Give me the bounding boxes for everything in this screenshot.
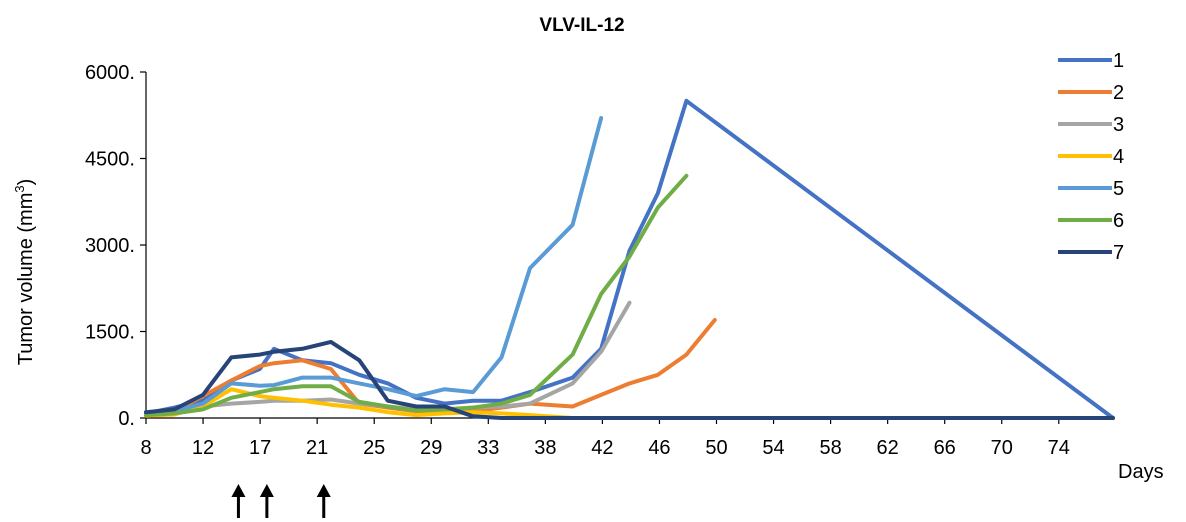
legend-label-1: 1 bbox=[1113, 50, 1124, 72]
y-axis-label: Tumor volume (mm3) bbox=[12, 179, 37, 366]
x-tick-label: 50 bbox=[705, 437, 727, 459]
chart-title: VLV-IL-12 bbox=[539, 15, 624, 36]
treatment-arrow bbox=[316, 484, 331, 518]
legend-label-2: 2 bbox=[1113, 82, 1124, 104]
series-line-4 bbox=[144, 387, 1115, 420]
series-line-6 bbox=[144, 173, 689, 418]
x-tick-label: 54 bbox=[762, 437, 784, 459]
x-tick-label: 29 bbox=[420, 437, 442, 459]
x-tick-label: 62 bbox=[877, 437, 899, 459]
treatment-arrow bbox=[231, 484, 246, 518]
x-tick-label: 66 bbox=[934, 437, 956, 459]
x-tick-label: 42 bbox=[591, 437, 613, 459]
y-tick-label: 1500. bbox=[85, 322, 135, 344]
x-tick-label: 12 bbox=[192, 437, 214, 459]
legend-label-6: 6 bbox=[1113, 210, 1124, 232]
x-tick-label: 58 bbox=[819, 437, 841, 459]
x-tick-label: 21 bbox=[306, 437, 328, 459]
axes bbox=[140, 71, 1113, 424]
legend-label-5: 5 bbox=[1113, 178, 1124, 200]
x-tick-labels: 8 12 17 21 25 29 33 38 42 46 50 54 58 62 66 70 74 bbox=[140, 437, 1069, 459]
x-tick-label: 74 bbox=[1048, 437, 1070, 459]
x-axis-label: Days bbox=[1118, 461, 1164, 483]
y-tick-labels: 0. 1500. 3000. 4500. 6000. bbox=[85, 62, 135, 430]
series-line-7 bbox=[144, 339, 1115, 420]
legend-label-4: 4 bbox=[1113, 146, 1124, 168]
x-tick-label: 33 bbox=[477, 437, 499, 459]
y-tick-label: 3000. bbox=[85, 235, 135, 257]
legend-label-3: 3 bbox=[1113, 114, 1124, 136]
x-tick-label: 25 bbox=[363, 437, 385, 459]
treatment-arrows bbox=[231, 484, 331, 518]
treatment-arrow bbox=[259, 484, 274, 518]
x-tick-label: 70 bbox=[991, 437, 1013, 459]
y-tick-label: 4500. bbox=[85, 149, 135, 171]
series-line-5 bbox=[144, 116, 604, 415]
legend: 1 2 3 4 5 6 7 bbox=[1058, 50, 1124, 264]
y-tick-label: 0. bbox=[118, 408, 135, 430]
series-lines bbox=[144, 98, 1115, 420]
x-tick-label: 46 bbox=[648, 437, 670, 459]
legend-label-7: 7 bbox=[1113, 242, 1124, 264]
x-tick-label: 38 bbox=[534, 437, 556, 459]
x-tick-label: 8 bbox=[140, 437, 151, 459]
x-tick-label: 17 bbox=[249, 437, 271, 459]
y-tick-label: 6000. bbox=[85, 62, 135, 84]
